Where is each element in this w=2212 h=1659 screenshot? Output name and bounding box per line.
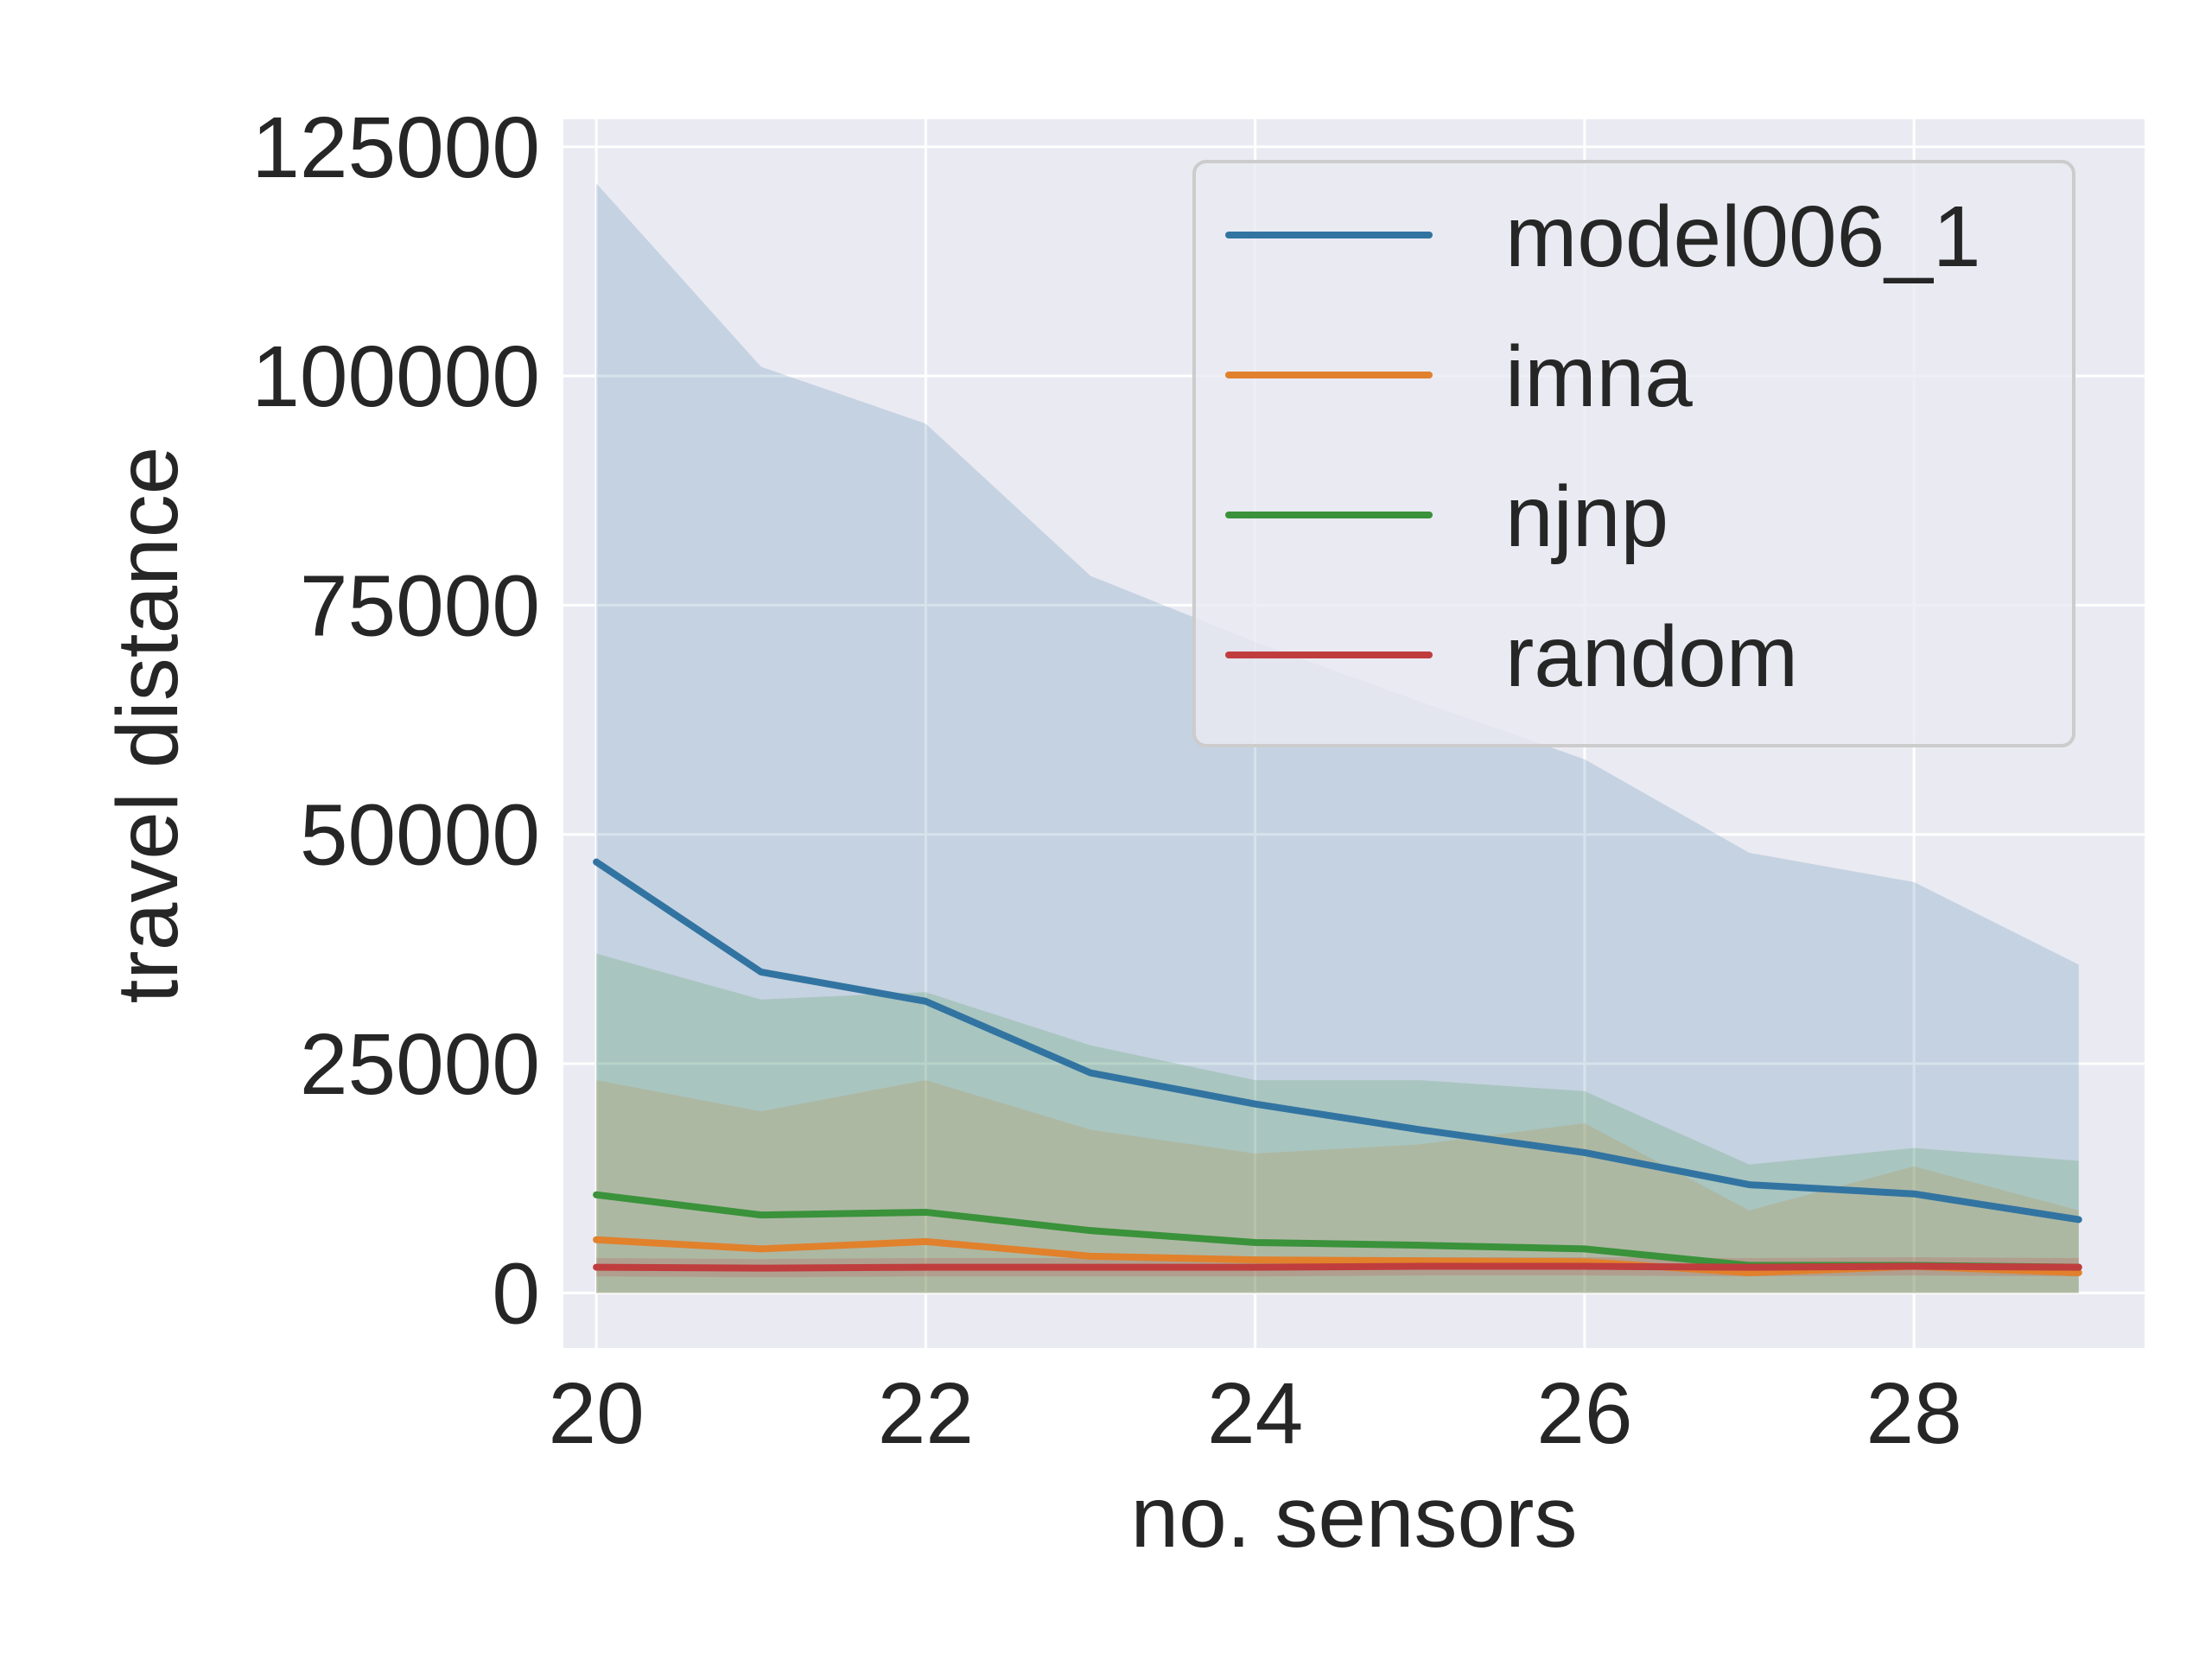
x-tick-label: 26 (1536, 1365, 1632, 1462)
y-tick-label: 50000 (300, 787, 540, 884)
legend-label-njnp: njnp (1505, 468, 1669, 565)
legend-box (1192, 160, 2075, 747)
tick-labels: 20 22 24 26 28 0 25000 50000 75000 100000 125000 (251, 99, 1961, 1462)
y-tick-label: 25000 (300, 1016, 540, 1113)
line-random (593, 1262, 2082, 1272)
x-axis-label: no. sensors (1131, 1469, 1578, 1566)
band-njnp (596, 953, 2079, 1294)
band-imna (596, 1080, 2079, 1294)
x-tick-label: 28 (1866, 1365, 1962, 1462)
x-tick-label: 20 (549, 1365, 645, 1462)
y-tick-label: 0 (492, 1245, 540, 1342)
y-tick-label: 125000 (251, 99, 540, 196)
y-axis-label: travel distance (99, 447, 196, 1004)
y-tick-label: 100000 (251, 328, 540, 425)
legend-label-model006_1: model006_1 (1505, 188, 1980, 285)
y-tick-label: 75000 (300, 557, 540, 654)
legend-label-random: random (1505, 608, 1798, 705)
line-model006_1 (593, 858, 2082, 1224)
x-tick-label: 24 (1207, 1365, 1303, 1462)
x-tick-label: 22 (878, 1365, 974, 1462)
legend-label-imna: imna (1505, 328, 1693, 425)
series-lines (593, 858, 2082, 1276)
